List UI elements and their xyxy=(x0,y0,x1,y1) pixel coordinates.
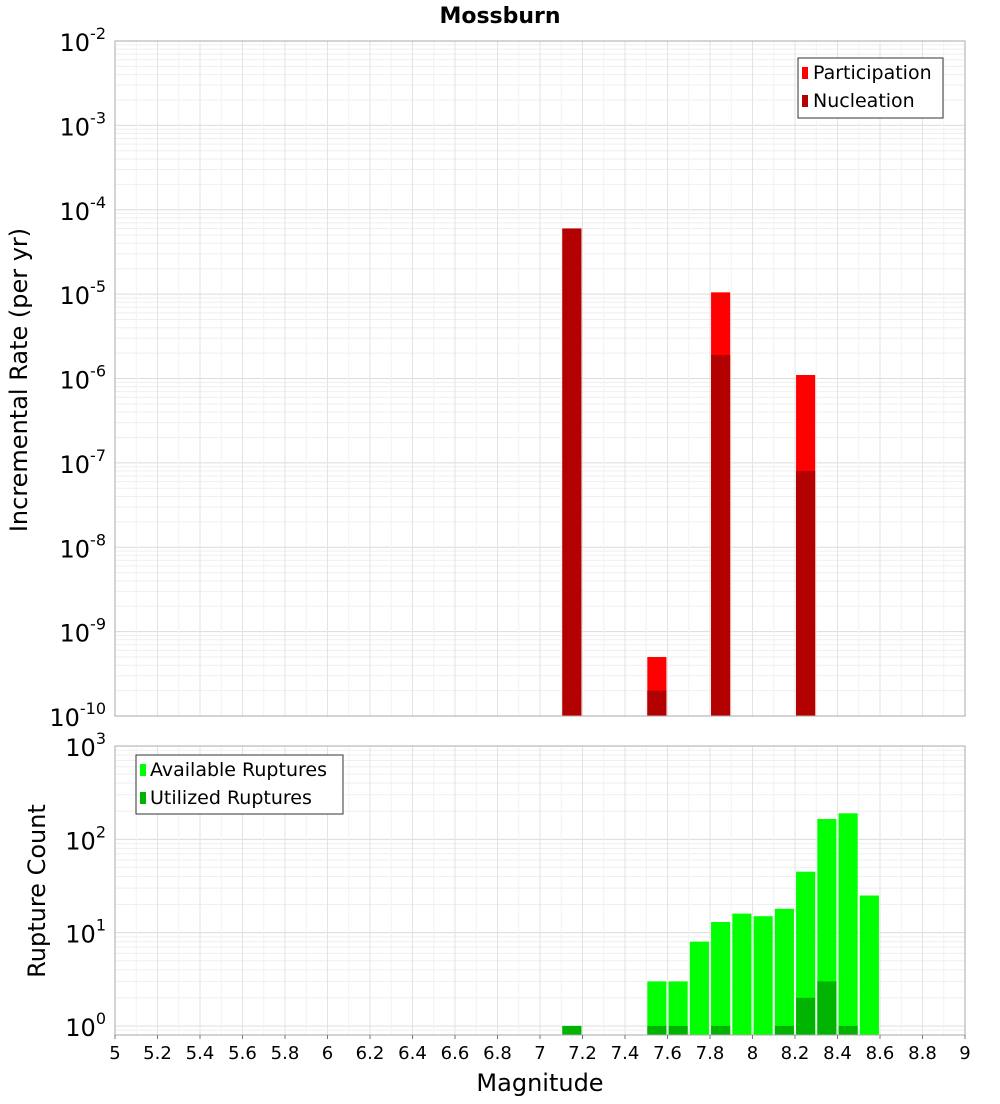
y-tick-label: 10-4 xyxy=(60,193,107,226)
bar-available-ruptures xyxy=(647,981,667,1035)
legend-label-participation: Participation xyxy=(813,62,932,84)
x-tick-label: 6.2 xyxy=(356,1043,385,1064)
rupture-plot-legend: Available Ruptures Utilized Ruptures xyxy=(135,754,344,815)
magnitude-x-axis-label: Magnitude xyxy=(476,1069,603,1097)
y-tick-label: 10-7 xyxy=(60,446,107,479)
legend-swatch-nucleation xyxy=(802,95,808,107)
bar-utilized-ruptures xyxy=(796,997,816,1035)
x-tick-label: 5.2 xyxy=(143,1043,172,1064)
x-tick-label: 7.6 xyxy=(653,1043,682,1064)
bar-available-ruptures xyxy=(689,941,709,1035)
x-tick-label: 8.6 xyxy=(866,1043,895,1064)
rate-plot-bars xyxy=(562,228,816,716)
x-tick-label: 8.4 xyxy=(823,1043,852,1064)
x-tick-label: 5.6 xyxy=(228,1043,257,1064)
rupture-plot-y-axis-label: Rupture Count xyxy=(23,804,51,978)
legend-label-available-ruptures: Available Ruptures xyxy=(150,759,327,781)
y-tick-label: 100 xyxy=(65,1009,106,1042)
bar-available-ruptures xyxy=(796,871,816,1035)
x-tick-label: 7.2 xyxy=(568,1043,597,1064)
bar-utilized-ruptures xyxy=(774,1025,794,1035)
legend-swatch-utilized-ruptures xyxy=(140,792,146,804)
bar-available-ruptures xyxy=(668,981,688,1035)
y-tick-label: 10-8 xyxy=(60,530,107,563)
x-tick-label: 9 xyxy=(959,1043,970,1064)
legend-label-nucleation: Nucleation xyxy=(813,90,915,112)
rate-plot-frame xyxy=(114,40,966,717)
rate-plot-y-ticks: 10-2 10-3 10-4 10-5 10-6 10-7 10-8 10-9 10-10 xyxy=(49,24,106,732)
y-tick-label: 101 xyxy=(65,916,106,949)
x-tick-label: 7.4 xyxy=(611,1043,640,1064)
y-tick-label: 10-5 xyxy=(60,277,107,310)
bar-available-ruptures xyxy=(838,813,858,1035)
bar-available-ruptures xyxy=(711,922,731,1035)
legend-swatch-available-ruptures xyxy=(140,764,146,776)
bar-nucleation xyxy=(562,228,582,716)
bar-utilized-ruptures xyxy=(711,1025,731,1035)
magnitude-x-ticks: 5 5.2 5.4 5.6 5.8 6 6.2 6.4 6.6 6.8 7 7.2 7.4 7.6 7.8 8… xyxy=(109,1035,971,1064)
x-tick-label: 7.8 xyxy=(696,1043,725,1064)
rate-plot-legend: Participation Nucleation xyxy=(797,57,944,119)
x-tick-label: 5.8 xyxy=(271,1043,300,1064)
bar-nucleation xyxy=(796,471,816,716)
bar-available-ruptures xyxy=(817,819,837,1035)
rate-plot-grid xyxy=(114,40,966,717)
chart-title: Mossburn xyxy=(439,4,560,29)
rupture-plot-y-ticks: 103 102 101 100 xyxy=(65,729,106,1042)
rate-legend-box xyxy=(797,57,944,119)
x-tick-label: 6 xyxy=(322,1043,333,1064)
legend-label-utilized-ruptures: Utilized Ruptures xyxy=(150,787,312,809)
bar-available-ruptures xyxy=(859,895,879,1035)
rupture-count-plot: 103 102 101 100 5 5.2 5.4 5.6 5.8 6 6.2 6.4 6.6 6.8 7… xyxy=(23,729,971,1097)
x-tick-label: 7 xyxy=(534,1043,545,1064)
x-tick-label: 8 xyxy=(747,1043,758,1064)
bar-nucleation xyxy=(711,354,731,716)
bar-utilized-ruptures xyxy=(562,1025,582,1035)
y-tick-label: 10-10 xyxy=(49,699,106,732)
x-tick-label: 8.8 xyxy=(908,1043,937,1064)
bar-available-ruptures xyxy=(774,908,794,1035)
rupture-plot-bars xyxy=(562,813,879,1035)
legend-swatch-participation xyxy=(802,67,808,79)
bar-available-ruptures xyxy=(732,913,752,1035)
x-tick-label: 6.4 xyxy=(398,1043,427,1064)
x-tick-label: 8.2 xyxy=(781,1043,810,1064)
y-tick-label: 10-3 xyxy=(60,108,107,141)
x-tick-label: 5.4 xyxy=(186,1043,215,1064)
x-tick-label: 6.8 xyxy=(483,1043,512,1064)
bar-nucleation xyxy=(647,690,667,716)
x-tick-label: 6.6 xyxy=(441,1043,470,1064)
x-tick-label: 5 xyxy=(109,1043,120,1064)
y-tick-label: 10-2 xyxy=(60,24,107,57)
bar-utilized-ruptures xyxy=(838,1025,858,1035)
rupture-legend-box xyxy=(135,754,344,815)
y-tick-label: 102 xyxy=(65,822,106,855)
y-tick-label: 10-6 xyxy=(60,362,107,395)
rate-plot-y-axis-label: Incremental Rate (per yr) xyxy=(5,228,33,532)
bar-available-ruptures xyxy=(753,916,773,1035)
bar-utilized-ruptures xyxy=(817,981,837,1035)
bar-utilized-ruptures xyxy=(647,1025,667,1035)
bar-utilized-ruptures xyxy=(668,1025,688,1035)
y-tick-label: 10-9 xyxy=(60,615,107,648)
rate-plot: 10-2 10-3 10-4 10-5 10-6 10-7 10-8 10-9 10-10 In… xyxy=(5,24,966,732)
y-tick-label: 103 xyxy=(65,729,106,762)
